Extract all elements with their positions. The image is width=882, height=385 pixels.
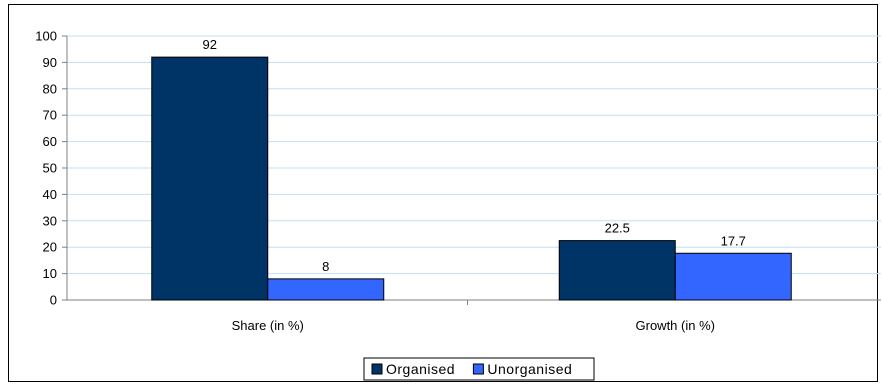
x-tick-label: Share (in %) — [232, 318, 304, 333]
y-tick-label: 100 — [35, 29, 57, 44]
bar-unorganised-2 — [674, 252, 792, 301]
legend-swatch — [472, 363, 484, 375]
data-label: 22.5 — [605, 221, 630, 236]
bars: 92 8 22.5 17.7 — [151, 37, 792, 301]
legend: Organised Unorganised — [363, 357, 595, 381]
y-tick-label: 50 — [43, 161, 57, 176]
bar-unorganised-1 — [267, 278, 385, 301]
bar-organised-1 — [151, 56, 269, 301]
data-label: 17.7 — [721, 233, 746, 248]
legend-label: Unorganised — [487, 361, 572, 377]
x-axis-labels: Share (in %) Growth (in %) — [232, 318, 715, 333]
y-tick-label: 0 — [50, 293, 57, 308]
y-tick-label: 20 — [43, 240, 57, 255]
y-tick-label: 80 — [43, 81, 57, 96]
y-tick-label: 10 — [43, 266, 57, 281]
data-label: 92 — [203, 37, 217, 52]
y-axis-ticks: 0 10 20 30 40 50 60 70 80 90 100 — [35, 29, 67, 308]
bar-organised-2 — [558, 240, 676, 301]
x-tick-label: Growth (in %) — [636, 318, 715, 333]
legend-swatch — [371, 363, 383, 375]
data-label: 8 — [322, 259, 329, 274]
y-tick-label: 60 — [43, 134, 57, 149]
y-tick-label: 40 — [43, 187, 57, 202]
y-tick-label: 30 — [43, 213, 57, 228]
y-tick-label: 70 — [43, 108, 57, 123]
legend-label: Organised — [386, 361, 455, 377]
y-tick-label: 90 — [43, 55, 57, 70]
